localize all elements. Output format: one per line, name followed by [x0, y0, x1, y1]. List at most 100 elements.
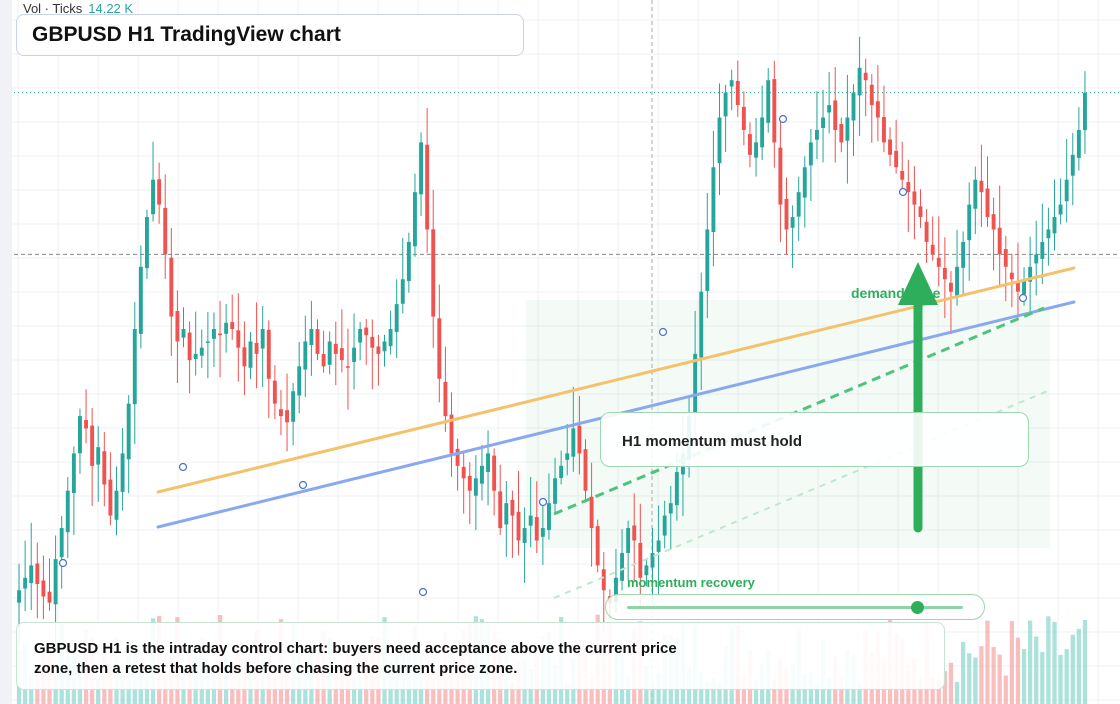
candle-body	[930, 244, 935, 255]
volume-bar	[1058, 654, 1063, 704]
volume-bar	[1064, 649, 1069, 704]
volume-bar	[144, 680, 150, 704]
volume-bar	[839, 676, 844, 704]
candle-body	[717, 117, 722, 164]
candle-body	[108, 479, 113, 516]
candle-body	[303, 341, 308, 370]
volume-bar	[753, 680, 759, 704]
volume-bar	[272, 678, 277, 704]
candle-body	[181, 329, 186, 338]
volume-bar	[918, 678, 923, 704]
candle-body	[967, 204, 972, 241]
candle-body	[711, 167, 716, 233]
candle-body	[882, 117, 886, 143]
candle-body	[985, 188, 990, 218]
momentum-recovery-slider[interactable]	[605, 594, 985, 620]
volume-bar	[1028, 620, 1033, 704]
candle-body	[41, 580, 46, 597]
candle-body	[400, 279, 405, 304]
momentum-callout-text: H1 momentum must hold	[622, 433, 803, 450]
candle-body	[553, 478, 557, 504]
candle-body	[346, 366, 350, 368]
candle-body	[857, 67, 862, 96]
candle-body	[1009, 272, 1014, 280]
pivot-marker	[538, 497, 548, 507]
candle-body	[936, 257, 941, 267]
volume-bar	[1003, 675, 1008, 704]
candle-body	[949, 282, 953, 292]
candle-body	[802, 167, 807, 198]
candle-body	[991, 214, 996, 230]
recovery-dashed-line	[553, 306, 1045, 516]
candle-body	[59, 528, 64, 558]
candle-body	[376, 346, 381, 354]
volume-bar	[973, 657, 978, 704]
volume-bar	[979, 646, 984, 704]
candle-body	[912, 191, 917, 205]
volume-bar	[857, 683, 862, 704]
demand-zone-label: demand zone	[851, 285, 941, 301]
volume-bar	[948, 662, 954, 704]
candle-body	[1070, 154, 1075, 176]
candle-body	[175, 310, 180, 342]
candle-body	[285, 410, 289, 423]
candle-body	[279, 409, 283, 417]
candle-body	[78, 416, 82, 454]
candle-body	[668, 503, 673, 514]
candle-body	[997, 227, 1002, 255]
candle-body	[406, 241, 411, 282]
candle-body	[266, 329, 271, 379]
volume-bar	[1021, 649, 1027, 704]
pivot-marker	[58, 558, 68, 568]
volume-bar	[997, 654, 1002, 704]
candlesticks	[17, 36, 1087, 648]
candle-body	[254, 342, 259, 354]
candle-body	[1064, 179, 1069, 202]
candle-body	[449, 414, 454, 454]
candle-body	[888, 139, 892, 155]
candle-body	[230, 322, 235, 329]
volume-bar	[358, 680, 363, 704]
candle-body	[1022, 279, 1026, 295]
volume-bar	[1082, 619, 1088, 704]
candle-body	[71, 453, 76, 494]
candle-body	[815, 129, 819, 140]
momentum-recovery-track-line	[627, 606, 963, 609]
candle-body	[790, 217, 795, 228]
volume-bar	[967, 653, 972, 704]
candle-body	[492, 455, 497, 491]
candle-body	[151, 179, 155, 215]
candle-body	[480, 465, 484, 484]
candle-body	[650, 552, 655, 568]
candle-body	[656, 540, 661, 552]
candle-body	[961, 241, 966, 268]
candle-body	[84, 420, 88, 429]
candle-body	[1076, 129, 1081, 158]
candle-body	[242, 347, 247, 367]
candle-body	[333, 343, 338, 354]
volume-bar	[650, 682, 655, 704]
candle-body	[65, 490, 70, 533]
volume-bar	[942, 670, 947, 704]
volume-bar	[1046, 616, 1051, 704]
candle-body	[23, 577, 28, 589]
candle-body	[1003, 249, 1008, 267]
candle-body	[169, 257, 174, 317]
candle-body	[571, 428, 576, 457]
candle-body	[205, 341, 210, 343]
candle-body	[260, 329, 265, 349]
candle-body	[766, 80, 771, 123]
candle-body	[510, 499, 515, 516]
candle-body	[145, 217, 149, 269]
candle-body	[1083, 92, 1087, 131]
candle-body	[199, 347, 204, 356]
candle-body	[875, 101, 880, 118]
candle-body	[741, 106, 746, 130]
momentum-recovery-handle[interactable]	[911, 601, 924, 614]
candle-body	[193, 353, 198, 360]
candle-body	[760, 117, 765, 148]
candle-body	[138, 266, 143, 334]
candle-body	[614, 577, 618, 602]
candle-body	[291, 391, 296, 422]
candle-body	[528, 515, 533, 526]
